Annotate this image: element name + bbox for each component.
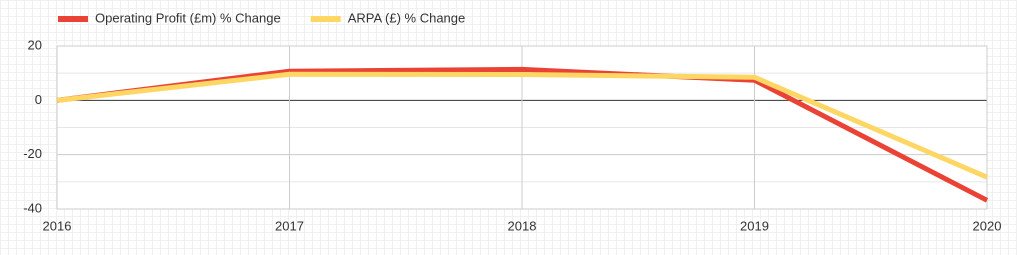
y-tick-label: 0: [35, 92, 42, 107]
y-tick-label: 20: [28, 37, 42, 52]
x-tick-label: 2018: [508, 218, 537, 233]
x-tick-label: 2020: [973, 218, 1002, 233]
x-tick-label: 2017: [275, 218, 304, 233]
x-tick-label: 2019: [740, 218, 769, 233]
legend-label: ARPA (£) % Change: [348, 10, 466, 25]
legend-label: Operating Profit (£m) % Change: [95, 10, 281, 25]
x-tick-label: 2016: [43, 218, 72, 233]
series-line: [56, 71, 988, 180]
y-tick-label: -20: [23, 146, 42, 161]
y-tick-label: -40: [23, 200, 42, 215]
